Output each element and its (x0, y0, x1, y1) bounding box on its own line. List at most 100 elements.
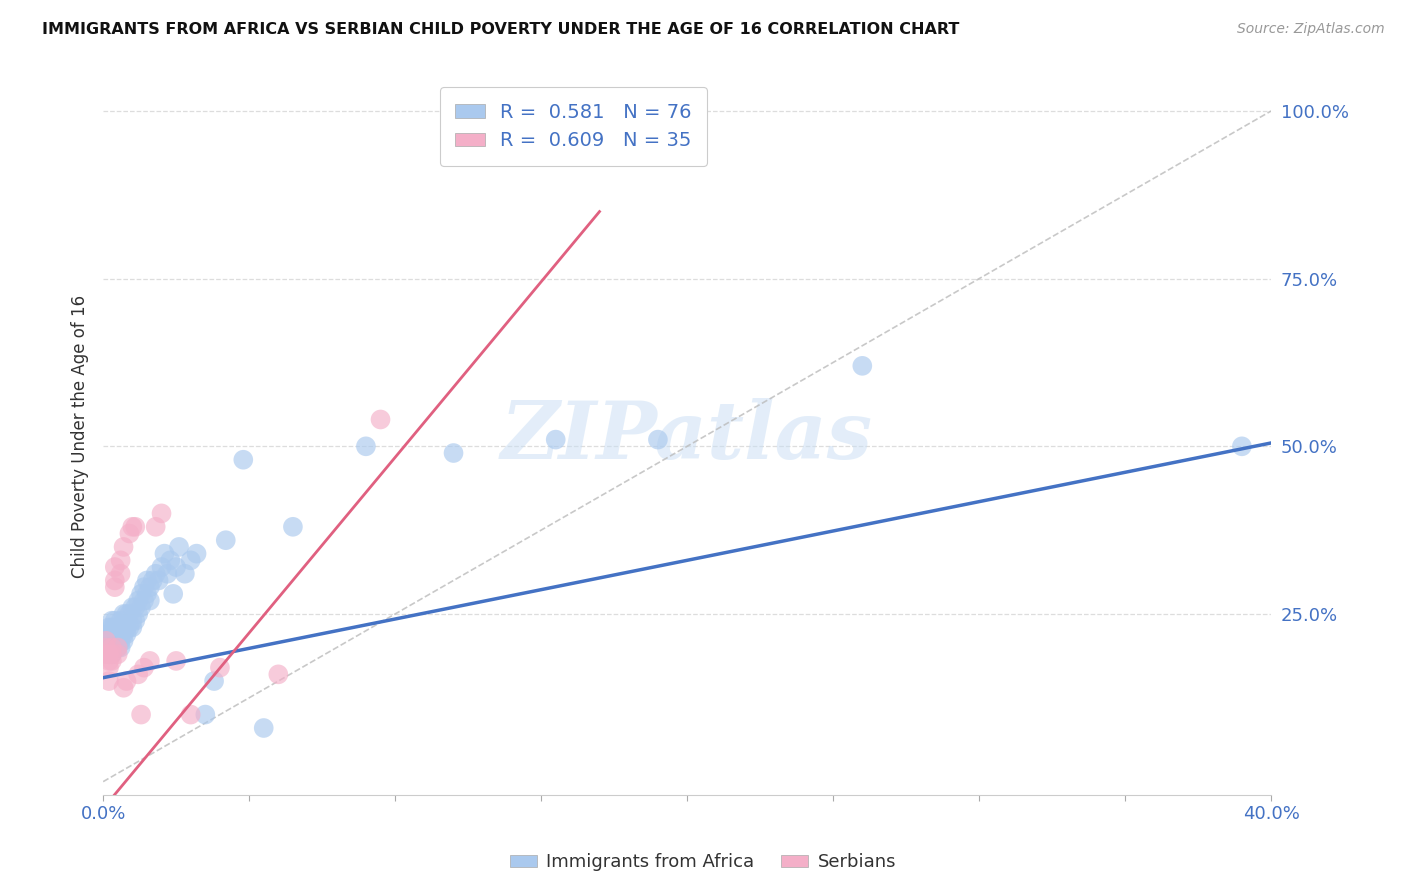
Point (101, 620, 124, 634)
Point (129, 707, 152, 722)
Point (142, 574, 165, 588)
Point (104, 627, 127, 641)
Point (98, 674, 121, 689)
Point (136, 574, 159, 588)
Point (150, 507, 173, 521)
Point (443, 446, 465, 460)
Point (101, 654, 124, 668)
Point (107, 647, 129, 661)
Text: IMMIGRANTS FROM AFRICA VS SERBIAN CHILD POVERTY UNDER THE AGE OF 16 CORRELATION : IMMIGRANTS FROM AFRICA VS SERBIAN CHILD … (42, 22, 959, 37)
Point (232, 452, 254, 467)
Point (110, 640, 132, 655)
Point (110, 633, 132, 648)
Point (851, 359, 873, 373)
Point (98, 627, 121, 641)
Point (124, 520, 146, 534)
Point (180, 553, 202, 567)
Point (110, 614, 132, 628)
Point (194, 707, 217, 722)
Point (129, 600, 152, 615)
Point (115, 607, 138, 621)
Point (104, 574, 127, 588)
Point (145, 520, 167, 534)
Point (94, 633, 117, 648)
Point (107, 640, 129, 655)
Point (162, 587, 184, 601)
Point (127, 593, 149, 607)
Point (136, 587, 159, 601)
Point (107, 627, 129, 641)
Point (110, 553, 132, 567)
Legend: R =  0.581   N = 76, R =  0.609   N = 35: R = 0.581 N = 76, R = 0.609 N = 35 (440, 87, 707, 166)
Point (98, 647, 121, 661)
Point (129, 587, 152, 601)
Point (186, 547, 208, 561)
Point (215, 533, 238, 548)
Point (115, 674, 138, 689)
Point (121, 520, 143, 534)
Text: Source: ZipAtlas.com: Source: ZipAtlas.com (1237, 22, 1385, 37)
Point (148, 574, 170, 588)
Point (115, 627, 138, 641)
Point (94, 640, 117, 655)
Point (101, 647, 124, 661)
Point (98, 654, 121, 668)
Point (104, 560, 127, 574)
Point (647, 433, 669, 447)
Point (281, 520, 304, 534)
Point (94, 627, 117, 641)
Point (1230, 439, 1253, 453)
Point (101, 647, 124, 661)
Point (202, 674, 225, 689)
Point (98, 647, 121, 661)
Point (173, 566, 195, 581)
Point (107, 633, 129, 648)
Point (156, 566, 179, 581)
Y-axis label: Child Poverty Under the Age of 16: Child Poverty Under the Age of 16 (72, 294, 89, 578)
Point (118, 620, 141, 634)
Point (267, 667, 290, 681)
Point (159, 553, 181, 567)
Point (180, 707, 202, 722)
Point (167, 540, 190, 554)
Point (115, 620, 138, 634)
Point (104, 633, 127, 648)
Point (112, 633, 135, 648)
Point (132, 660, 155, 674)
Point (112, 620, 135, 634)
Point (370, 412, 392, 426)
Text: ZIPatlas: ZIPatlas (501, 398, 873, 475)
Point (127, 667, 149, 681)
Point (124, 600, 146, 615)
Point (107, 620, 129, 634)
Point (94, 640, 117, 655)
Point (104, 640, 127, 655)
Point (101, 640, 124, 655)
Point (544, 433, 567, 447)
Point (118, 526, 141, 541)
Point (110, 627, 132, 641)
Point (98, 640, 121, 655)
Point (165, 654, 187, 668)
Point (101, 633, 124, 648)
Point (112, 681, 135, 695)
Point (104, 580, 127, 594)
Point (98, 660, 121, 674)
Point (124, 614, 146, 628)
Point (139, 654, 162, 668)
Point (132, 580, 155, 594)
Point (101, 640, 124, 655)
Point (127, 607, 149, 621)
Point (121, 620, 143, 634)
Point (145, 566, 167, 581)
Point (94, 647, 117, 661)
Point (101, 627, 124, 641)
Point (121, 600, 143, 615)
Point (588, 103, 610, 118)
Point (253, 721, 276, 735)
Point (139, 593, 162, 607)
Point (94, 640, 117, 655)
Point (104, 620, 127, 634)
Point (112, 627, 135, 641)
Point (110, 566, 132, 581)
